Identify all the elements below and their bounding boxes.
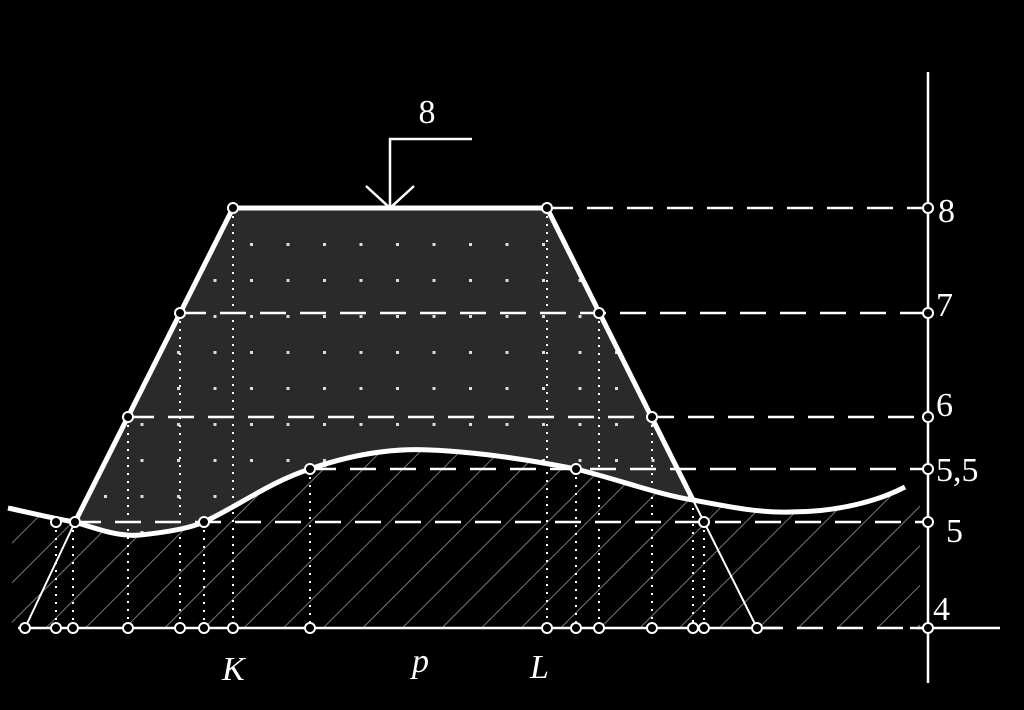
point-label: K [221, 651, 247, 688]
points [19, 202, 934, 634]
projection-lines [55, 208, 705, 628]
level-label: 8 [938, 193, 955, 230]
level-lines [75, 206, 928, 630]
ground-curve [7, 447, 907, 538]
level-label: 5 [946, 513, 963, 550]
slope-extension [24, 521, 76, 629]
level-label: 5,5 [936, 452, 979, 489]
point-label: L [529, 649, 549, 686]
level-label: 4 [933, 591, 950, 628]
load-arrow [365, 137, 472, 210]
point-label: p [410, 643, 429, 680]
load-label: 8 [419, 94, 436, 131]
level-label: 7 [936, 287, 953, 324]
hatch [8, 449, 920, 628]
level-label: 6 [936, 387, 953, 424]
